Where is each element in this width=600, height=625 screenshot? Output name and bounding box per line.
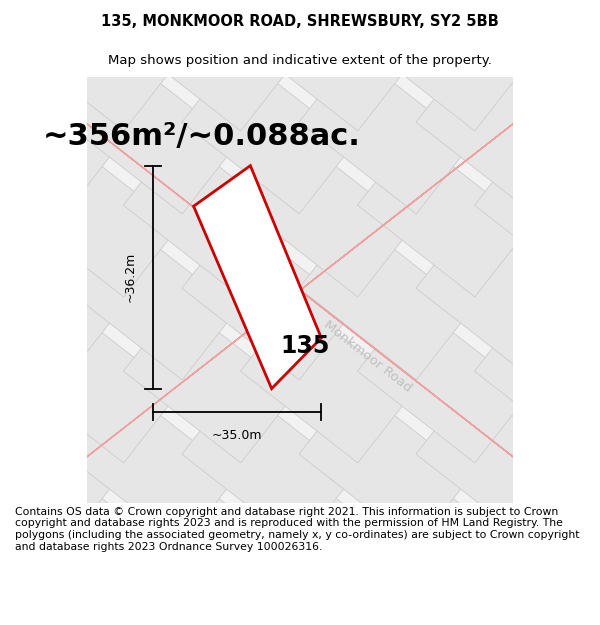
Bar — [182, 384, 354, 546]
Bar — [0, 52, 120, 214]
Bar — [299, 52, 472, 214]
Bar — [358, 301, 530, 463]
Bar — [358, 467, 530, 625]
Bar — [358, 0, 530, 131]
Text: 135, MONKMOOR ROAD, SHREWSBURY, SY2 5BB: 135, MONKMOOR ROAD, SHREWSBURY, SY2 5BB — [101, 14, 499, 29]
Bar — [0, 467, 62, 625]
Bar — [124, 0, 296, 131]
Bar — [65, 217, 237, 380]
Bar — [299, 384, 472, 546]
Bar — [592, 467, 600, 625]
Bar — [475, 301, 600, 463]
Bar — [0, 301, 62, 463]
Bar — [65, 384, 237, 546]
Polygon shape — [194, 166, 321, 389]
Bar — [416, 384, 589, 546]
Text: 135: 135 — [280, 334, 329, 358]
Text: Contains OS data © Crown copyright and database right 2021. This information is : Contains OS data © Crown copyright and d… — [15, 507, 580, 552]
Bar — [182, 217, 354, 380]
Bar — [0, 217, 3, 380]
Bar — [0, 550, 3, 625]
Bar — [241, 0, 413, 131]
Bar — [299, 0, 472, 48]
Bar — [6, 301, 179, 463]
Bar — [182, 52, 354, 214]
Bar — [0, 52, 3, 214]
Bar — [0, 550, 120, 625]
Bar — [0, 0, 62, 131]
Bar — [299, 217, 472, 380]
Bar — [533, 217, 600, 380]
Bar — [475, 467, 600, 625]
Bar — [182, 550, 354, 625]
Text: ~36.2m: ~36.2m — [123, 252, 136, 302]
Text: Monkmoor Road: Monkmoor Road — [322, 318, 415, 394]
Bar — [124, 135, 296, 297]
Bar — [65, 0, 237, 48]
Bar — [0, 384, 120, 546]
Bar — [0, 0, 3, 48]
Bar — [241, 301, 413, 463]
Bar — [592, 301, 600, 463]
Bar — [533, 384, 600, 546]
Bar — [0, 384, 3, 546]
Bar — [6, 467, 179, 625]
Bar — [241, 467, 413, 625]
Bar — [0, 0, 120, 48]
Bar — [416, 0, 589, 48]
Bar — [533, 0, 600, 48]
Text: ~356m²/~0.088ac.: ~356m²/~0.088ac. — [43, 122, 361, 151]
Bar — [416, 217, 589, 380]
Bar — [124, 467, 296, 625]
Bar — [65, 550, 237, 625]
Bar — [592, 0, 600, 131]
Bar — [592, 135, 600, 297]
Bar — [6, 0, 179, 131]
Bar — [533, 52, 600, 214]
Bar — [416, 52, 589, 214]
Text: ~35.0m: ~35.0m — [212, 429, 262, 442]
Bar — [533, 550, 600, 625]
Bar — [6, 135, 179, 297]
Bar — [0, 135, 62, 297]
Bar — [124, 301, 296, 463]
Bar — [0, 217, 120, 380]
Bar — [475, 0, 600, 131]
Text: Map shows position and indicative extent of the property.: Map shows position and indicative extent… — [108, 54, 492, 67]
Bar — [182, 0, 354, 48]
Bar — [65, 52, 237, 214]
Bar — [358, 135, 530, 297]
Bar — [241, 135, 413, 297]
Bar — [416, 550, 589, 625]
Bar — [475, 135, 600, 297]
Bar — [299, 550, 472, 625]
